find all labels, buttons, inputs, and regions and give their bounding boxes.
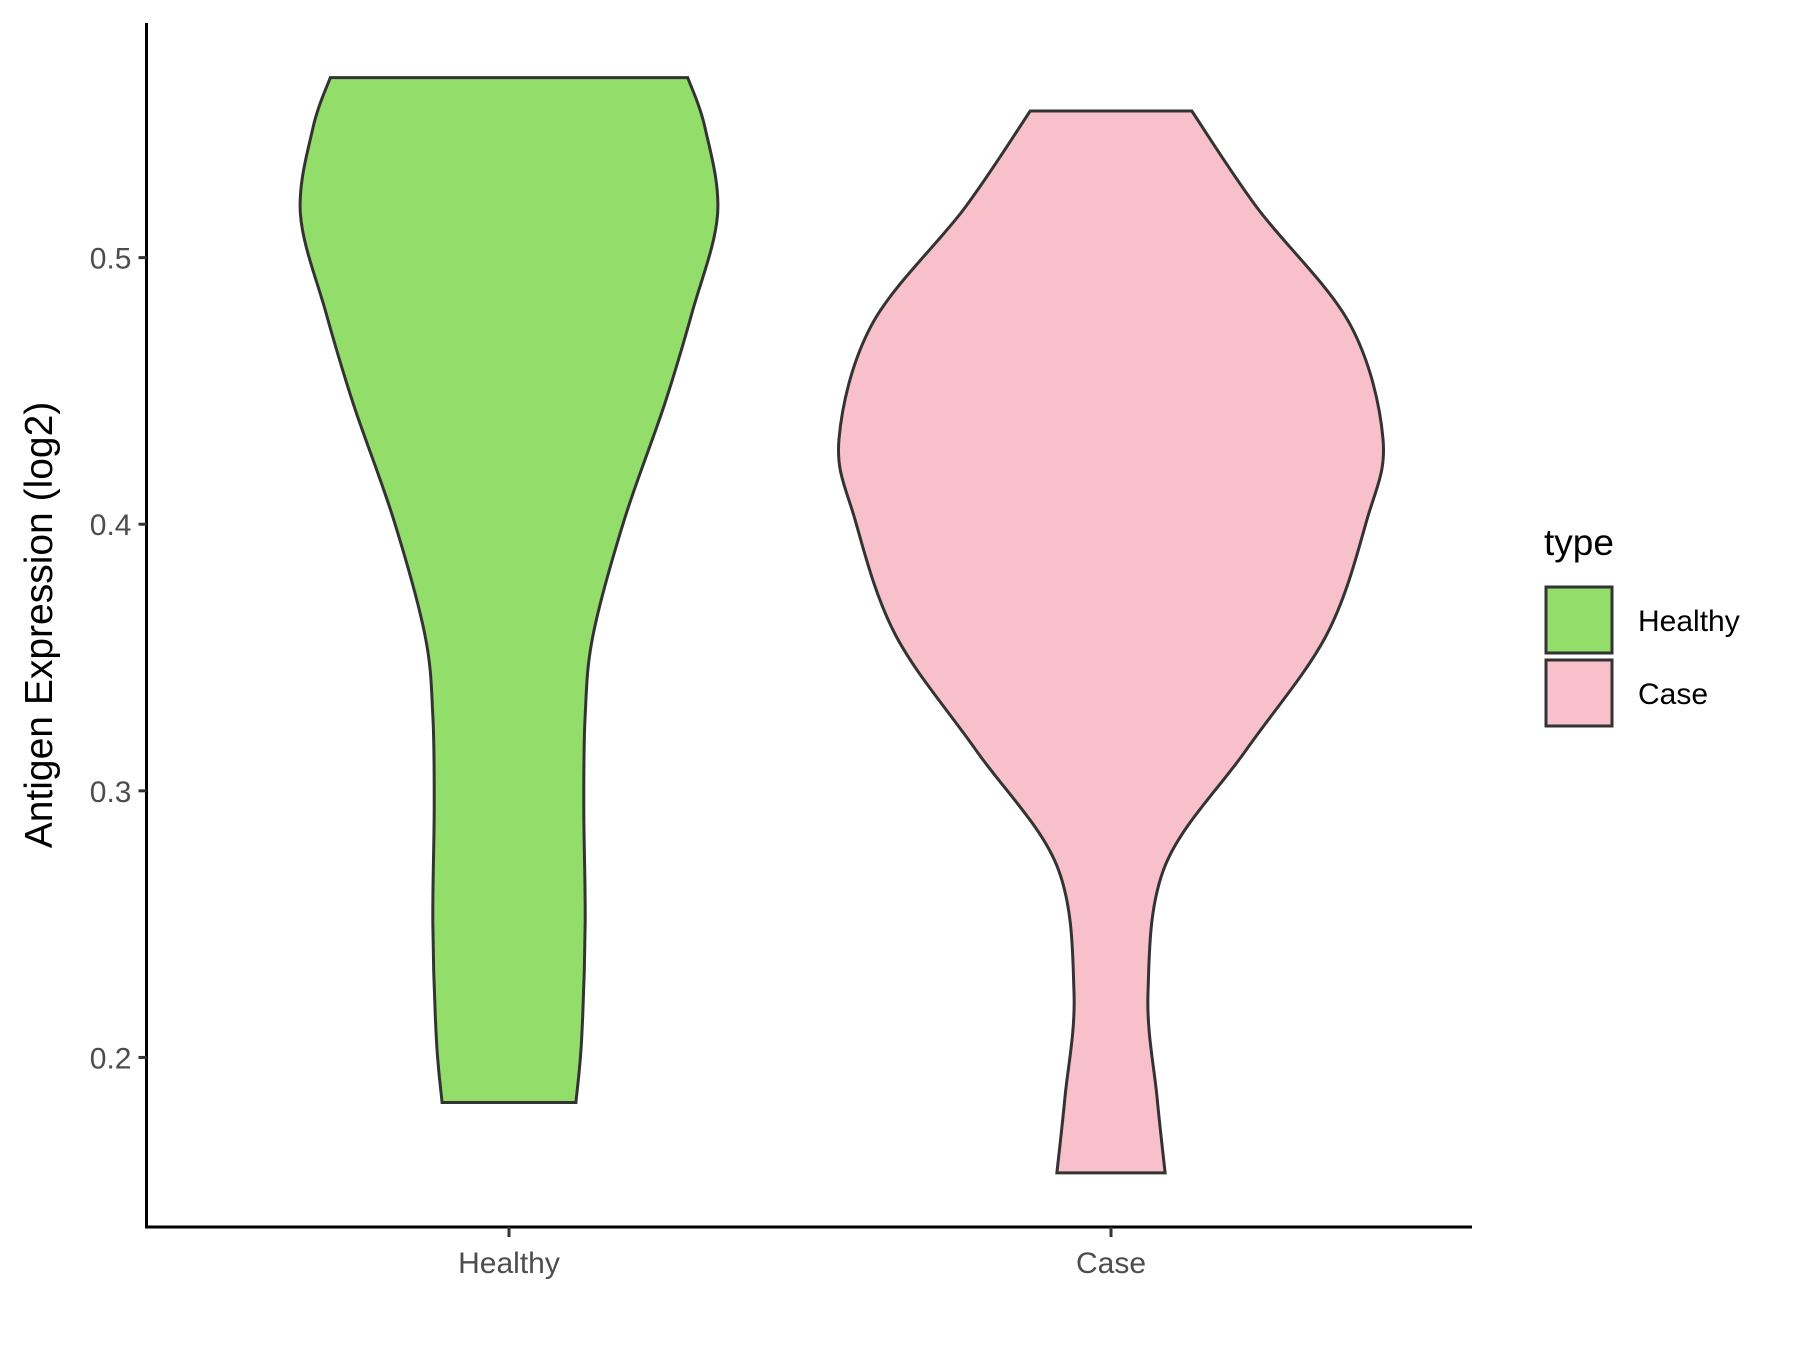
violins [298, 76, 1386, 1175]
legend-label: Case [1638, 678, 1708, 711]
x-tick-label: Healthy [458, 1247, 560, 1280]
violin-case [836, 109, 1386, 1175]
y-ticks: 0.2 0.3 0.4 0.5 [90, 243, 147, 1075]
legend-key-case [1544, 658, 1614, 728]
legend-label: Healthy [1638, 605, 1740, 638]
legend: type Healthy Case [1544, 522, 1740, 728]
y-axis-label: Antigen Expression (log2) [18, 402, 61, 849]
y-tick-label: 0.2 [90, 1042, 132, 1075]
legend-title: type [1544, 522, 1614, 563]
y-tick-label: 0.4 [90, 509, 132, 542]
x-tick-label: Case [1076, 1247, 1146, 1280]
y-tick-label: 0.5 [90, 243, 132, 276]
violin-healthy [298, 76, 720, 1104]
legend-key-healthy [1544, 585, 1614, 655]
x-ticks: Healthy Case [458, 1227, 1146, 1280]
y-tick-label: 0.3 [90, 776, 132, 809]
